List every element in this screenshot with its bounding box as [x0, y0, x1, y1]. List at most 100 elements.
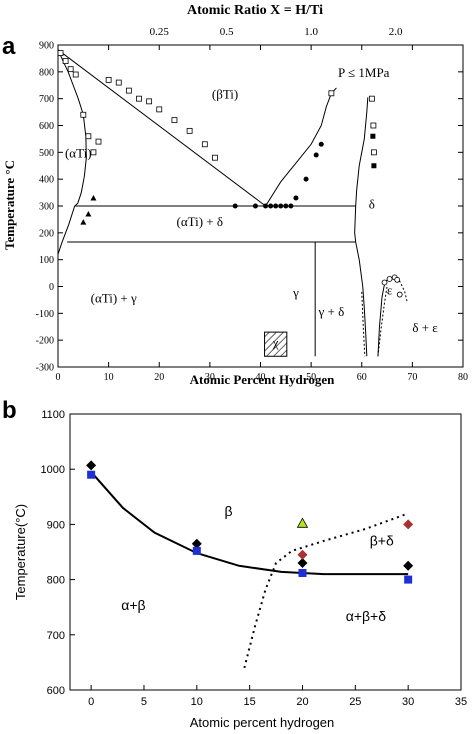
data-points-a: [57, 50, 403, 298]
top-tick-label: 2.0: [389, 26, 403, 38]
y-tick-label-a: 500: [39, 148, 54, 159]
data-point-open-square: [156, 106, 163, 113]
chart-panel-a: 0 10 20 30 40 50 60 70 80 -300 -200 -100 0 100 200 300 4…: [2, 3, 468, 387]
data-point-black-diamond: [297, 558, 308, 569]
top-tick-label: 0.25: [150, 26, 170, 38]
region-label-a: (αTi) + δ: [176, 214, 223, 229]
data-point-open-square: [80, 111, 87, 118]
data-points-b: [86, 460, 414, 584]
data-point-open-square: [72, 71, 79, 78]
x-tick-label-a: 80: [458, 372, 468, 383]
y-tick-label-a: 700: [39, 94, 54, 105]
data-point-filled-circle: [303, 176, 309, 182]
data-point-open-square: [328, 90, 335, 97]
x-tick-label-b: 35: [455, 696, 467, 708]
data-point-open-square: [62, 58, 69, 64]
x-tick-label-a: 20: [154, 372, 164, 383]
data-point-open-square: [105, 76, 112, 83]
data-point-filled-circle: [268, 203, 274, 209]
y-tick-label-a: 200: [39, 228, 54, 239]
y-tick-label-b: 700: [47, 630, 65, 642]
data-point-blue-square: [298, 568, 307, 577]
y-tick-label-b: 1100: [41, 409, 65, 421]
top-axis-title: Atomic Ratio X = H/Ti: [187, 3, 323, 18]
data-point-filled-circle: [318, 141, 324, 147]
y-tick-label-a: 800: [39, 67, 54, 78]
phase-boundary-line: [355, 97, 369, 207]
dotted-boundary-line: [361, 291, 366, 357]
data-point-open-square: [201, 141, 208, 148]
region-label-a: (αTi): [65, 146, 92, 161]
x-tick-label-b: 0: [88, 696, 94, 708]
data-point-open-square: [57, 50, 64, 56]
data-point-black-diamond: [403, 560, 414, 571]
data-point-open-square: [146, 98, 153, 105]
x-tick-label-b: 10: [191, 696, 203, 708]
y-tick-label-a: -100: [36, 309, 54, 320]
data-point-blue-square: [192, 546, 201, 555]
data-point-open-circle: [396, 291, 403, 298]
data-point-filled-circle: [293, 195, 299, 201]
phase-boundaries-a: [57, 49, 408, 357]
chi-phase-box: [264, 331, 288, 357]
x-tick-label-b: 30: [402, 696, 414, 708]
phase-boundary-line: [265, 87, 337, 207]
data-point-open-square: [136, 95, 142, 102]
data-point-filled-circle: [278, 203, 284, 209]
y-tick-label-b: 900: [47, 519, 65, 531]
data-point-filled-circle: [232, 203, 238, 209]
region-label-a: (βTi): [212, 87, 238, 102]
data-point-blue-square: [404, 575, 413, 584]
panel-label-a: a: [2, 33, 16, 60]
region-labels-b: β β+δ α+β α+β+δ: [121, 503, 394, 624]
plot-frame-b: [69, 413, 462, 691]
data-point-green-triangle: [296, 517, 309, 528]
data-point-filled-circle: [288, 203, 294, 209]
region-labels-a: (βTi) (αTi) δ (αTi) + δ (αTi) + γ γ γ + δ χ ε δ +…: [65, 87, 438, 350]
delta-boundary-dotted-line: [243, 512, 409, 669]
data-point-filled-triangle: [90, 194, 97, 201]
phase-boundaries-b: [90, 471, 409, 669]
region-label-a: γ + δ: [318, 304, 345, 319]
chart-panel-b: 0 5 10 15 20 25 30 35 600 700 800 900 1000 1100 β β+δ α…: [13, 409, 467, 730]
data-point-filled-square: [370, 133, 376, 139]
y-tick-label-b: 600: [47, 685, 65, 697]
top-tick-label: 1.0: [304, 26, 318, 38]
data-point-open-square: [212, 154, 218, 161]
y-tick-label-a: -200: [36, 336, 54, 347]
region-label-a: γ: [292, 285, 299, 300]
panel-label-b: b: [2, 397, 17, 424]
data-point-open-square: [115, 79, 122, 86]
top-tick-label: 0.5: [220, 26, 234, 38]
data-point-red-diamond: [403, 519, 414, 530]
data-point-red-diamond: [297, 549, 308, 560]
x-tick-label-b: 20: [296, 696, 308, 708]
data-point-open-square: [368, 95, 375, 102]
data-point-open-circle: [394, 276, 401, 283]
data-point-open-square: [370, 122, 377, 129]
data-point-filled-circle: [283, 203, 289, 209]
data-point-open-square: [85, 133, 92, 140]
region-label-a: δ + ε: [412, 320, 438, 335]
ticks-a: 0 10 20 30 40 50 60 70 80 -300 -200 -100 0 100 200 300 4…: [36, 26, 468, 383]
phase-boundary-line: [57, 49, 266, 207]
data-point-filled-circle: [313, 152, 319, 158]
data-point-blue-square: [87, 470, 96, 479]
data-point-open-square: [125, 87, 132, 94]
data-point-black-diamond: [191, 538, 202, 549]
phase-boundary-line: [354, 205, 368, 357]
y-axis-title-b: Temperature(°C): [13, 504, 28, 600]
data-point-filled-square: [371, 163, 377, 169]
region-label-a: (αTi) + γ: [91, 291, 137, 306]
data-point-black-diamond: [86, 460, 97, 471]
data-point-open-square: [186, 127, 193, 134]
y-tick-label-a: 300: [39, 202, 54, 213]
region-label-b: β+δ: [370, 532, 394, 548]
pressure-annotation: P ≤ 1MPa: [338, 65, 390, 80]
region-label-a: ε: [387, 283, 393, 298]
data-point-open-circle: [386, 276, 393, 282]
data-point-open-square: [67, 66, 74, 73]
y-tick-label-a: 900: [39, 41, 54, 52]
data-point-filled-circle: [263, 203, 269, 209]
